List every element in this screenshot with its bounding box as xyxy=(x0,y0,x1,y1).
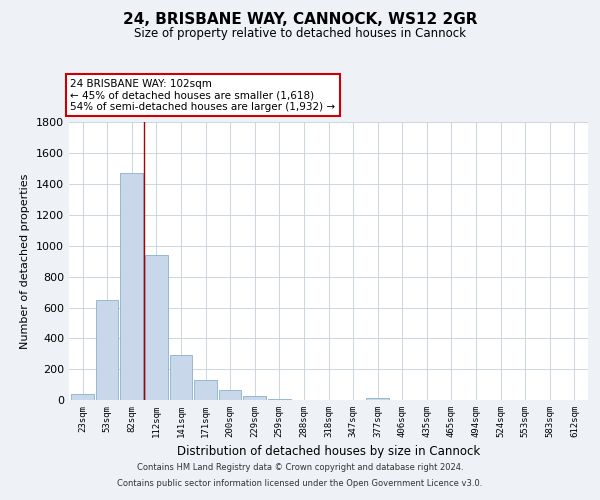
Bar xyxy=(367,398,389,400)
Text: 24, BRISBANE WAY, CANNOCK, WS12 2GR: 24, BRISBANE WAY, CANNOCK, WS12 2GR xyxy=(123,12,477,28)
Bar xyxy=(219,390,241,400)
Text: Size of property relative to detached houses in Cannock: Size of property relative to detached ho… xyxy=(134,28,466,40)
Bar xyxy=(145,255,167,400)
Text: Contains HM Land Registry data © Crown copyright and database right 2024.: Contains HM Land Registry data © Crown c… xyxy=(137,464,463,472)
Text: 24 BRISBANE WAY: 102sqm
← 45% of detached houses are smaller (1,618)
54% of semi: 24 BRISBANE WAY: 102sqm ← 45% of detache… xyxy=(70,78,335,112)
Text: Contains public sector information licensed under the Open Government Licence v3: Contains public sector information licen… xyxy=(118,478,482,488)
Bar xyxy=(71,394,94,400)
Bar xyxy=(121,174,143,400)
Bar xyxy=(170,354,192,400)
Bar xyxy=(194,380,217,400)
Bar xyxy=(268,399,290,400)
Bar xyxy=(96,300,118,400)
Y-axis label: Number of detached properties: Number of detached properties xyxy=(20,174,31,349)
X-axis label: Distribution of detached houses by size in Cannock: Distribution of detached houses by size … xyxy=(177,446,480,458)
Bar xyxy=(244,396,266,400)
